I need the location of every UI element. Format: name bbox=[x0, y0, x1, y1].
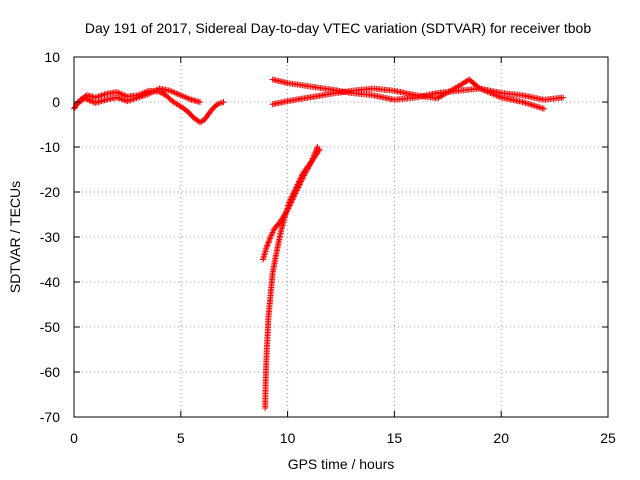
data-point-marker bbox=[264, 241, 271, 248]
data-point-marker bbox=[124, 98, 131, 105]
data-point-marker bbox=[113, 94, 120, 101]
x-tick-label: 5 bbox=[177, 430, 185, 446]
series-arc-3 bbox=[269, 76, 567, 103]
data-point-marker bbox=[316, 146, 323, 153]
y-tick-label: -20 bbox=[40, 184, 60, 200]
y-tick-label: -70 bbox=[40, 409, 60, 425]
x-axis-label: GPS time / hours bbox=[288, 456, 395, 472]
y-tick-label: 0 bbox=[52, 94, 60, 110]
y-tick-label: -30 bbox=[40, 229, 60, 245]
data-point-marker bbox=[119, 96, 126, 103]
data-point-marker bbox=[264, 242, 271, 249]
x-tick-label: 25 bbox=[600, 430, 616, 446]
data-point-marker bbox=[101, 91, 108, 98]
data-point-marker bbox=[265, 239, 272, 246]
data-point-marker bbox=[118, 96, 125, 103]
data-point-marker bbox=[198, 118, 205, 125]
data-point-marker bbox=[99, 91, 106, 98]
data-point-marker bbox=[95, 93, 102, 100]
data-point-marker bbox=[125, 97, 132, 104]
data-point-marker bbox=[92, 94, 99, 101]
y-tick-label: -10 bbox=[40, 139, 60, 155]
series-arc-2 bbox=[73, 85, 204, 108]
y-tick-label: 10 bbox=[44, 49, 60, 65]
data-point-marker bbox=[560, 94, 567, 101]
x-tick-label: 0 bbox=[70, 430, 78, 446]
data-point-marker bbox=[263, 243, 270, 250]
data-point-marker bbox=[98, 92, 105, 99]
data-point-marker bbox=[220, 99, 227, 105]
x-axis: 0 5 10 15 20 25 bbox=[70, 57, 616, 446]
data-point-marker bbox=[540, 105, 547, 112]
data-point-marker bbox=[197, 99, 204, 105]
x-tick-label: 10 bbox=[280, 430, 296, 446]
data-point-marker bbox=[115, 95, 122, 102]
data-point-marker bbox=[116, 95, 123, 102]
y-axis: 10 0 -10 -20 -30 -40 -50 -60 -70 bbox=[40, 49, 608, 425]
y-tick-label: -60 bbox=[40, 364, 60, 380]
y-tick-label: -50 bbox=[40, 319, 60, 335]
y-tick-label: -40 bbox=[40, 274, 60, 290]
data-point-marker bbox=[263, 245, 270, 252]
data-point-marker bbox=[160, 90, 167, 97]
data-point-marker bbox=[127, 97, 134, 104]
data-points bbox=[71, 76, 567, 411]
grid-lines bbox=[74, 57, 608, 417]
x-tick-label: 20 bbox=[493, 430, 509, 446]
data-point-marker bbox=[265, 238, 272, 245]
data-point-marker bbox=[315, 147, 322, 154]
y-axis-label: SDTVAR / TECUs bbox=[7, 181, 23, 293]
series-arc-4 bbox=[269, 76, 547, 112]
data-point-marker bbox=[93, 93, 100, 100]
data-point-marker bbox=[96, 92, 103, 99]
data-point-marker bbox=[266, 235, 273, 242]
series-arc-6 bbox=[262, 146, 323, 411]
data-point-marker bbox=[266, 236, 273, 243]
chart-title: Day 191 of 2017, Sidereal Day-to-day VTE… bbox=[85, 20, 592, 36]
x-tick-label: 15 bbox=[387, 430, 403, 446]
data-point-marker bbox=[130, 96, 137, 103]
